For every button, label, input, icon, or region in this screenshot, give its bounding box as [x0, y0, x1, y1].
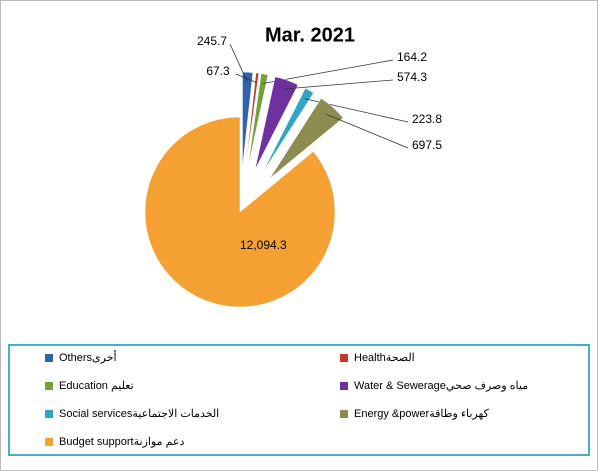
- leader-line: [229, 43, 248, 82]
- legend-label: Water & Sewerageمياه وصرف صحي: [354, 380, 528, 392]
- legend-swatch: [45, 410, 53, 418]
- legend-label: Healthالصحة: [354, 352, 415, 364]
- pie-slice: [247, 73, 269, 168]
- legend-swatch: [45, 382, 53, 390]
- data-label: 223.8: [412, 112, 442, 126]
- leader-line: [283, 79, 394, 90]
- data-label: 12,094.3: [240, 238, 287, 252]
- data-label: 67.3: [206, 64, 230, 78]
- legend-swatch: [45, 438, 53, 446]
- legend-swatch: [340, 382, 348, 390]
- pie-slice: [144, 116, 336, 308]
- data-label: 245.7: [197, 34, 227, 48]
- chart-title: Mar. 2021: [265, 24, 355, 46]
- legend-swatch: [45, 354, 53, 362]
- legend-swatch: [340, 410, 348, 418]
- data-label: 164.2: [397, 50, 427, 64]
- legend-label: Othersأخرى: [59, 350, 117, 364]
- leader-line: [326, 113, 409, 149]
- leader-line: [235, 73, 257, 83]
- legend-box: [8, 344, 590, 456]
- legend-label: Social servicesالخدمات الاجتماعية: [59, 408, 219, 420]
- pie-slice: [254, 76, 299, 170]
- pie-slice: [269, 97, 344, 179]
- legend-label: Energy &powerكهرباء وطاقة: [354, 408, 490, 420]
- legend-label: Budget supportدعم موازنة: [59, 436, 184, 448]
- pie-slice: [262, 87, 314, 174]
- data-label: 574.3: [397, 70, 427, 84]
- legend-swatch: [340, 354, 348, 362]
- legend-label: Education تعليم: [59, 380, 134, 392]
- pie-slice: [245, 72, 260, 168]
- data-label: 697.5: [412, 138, 442, 152]
